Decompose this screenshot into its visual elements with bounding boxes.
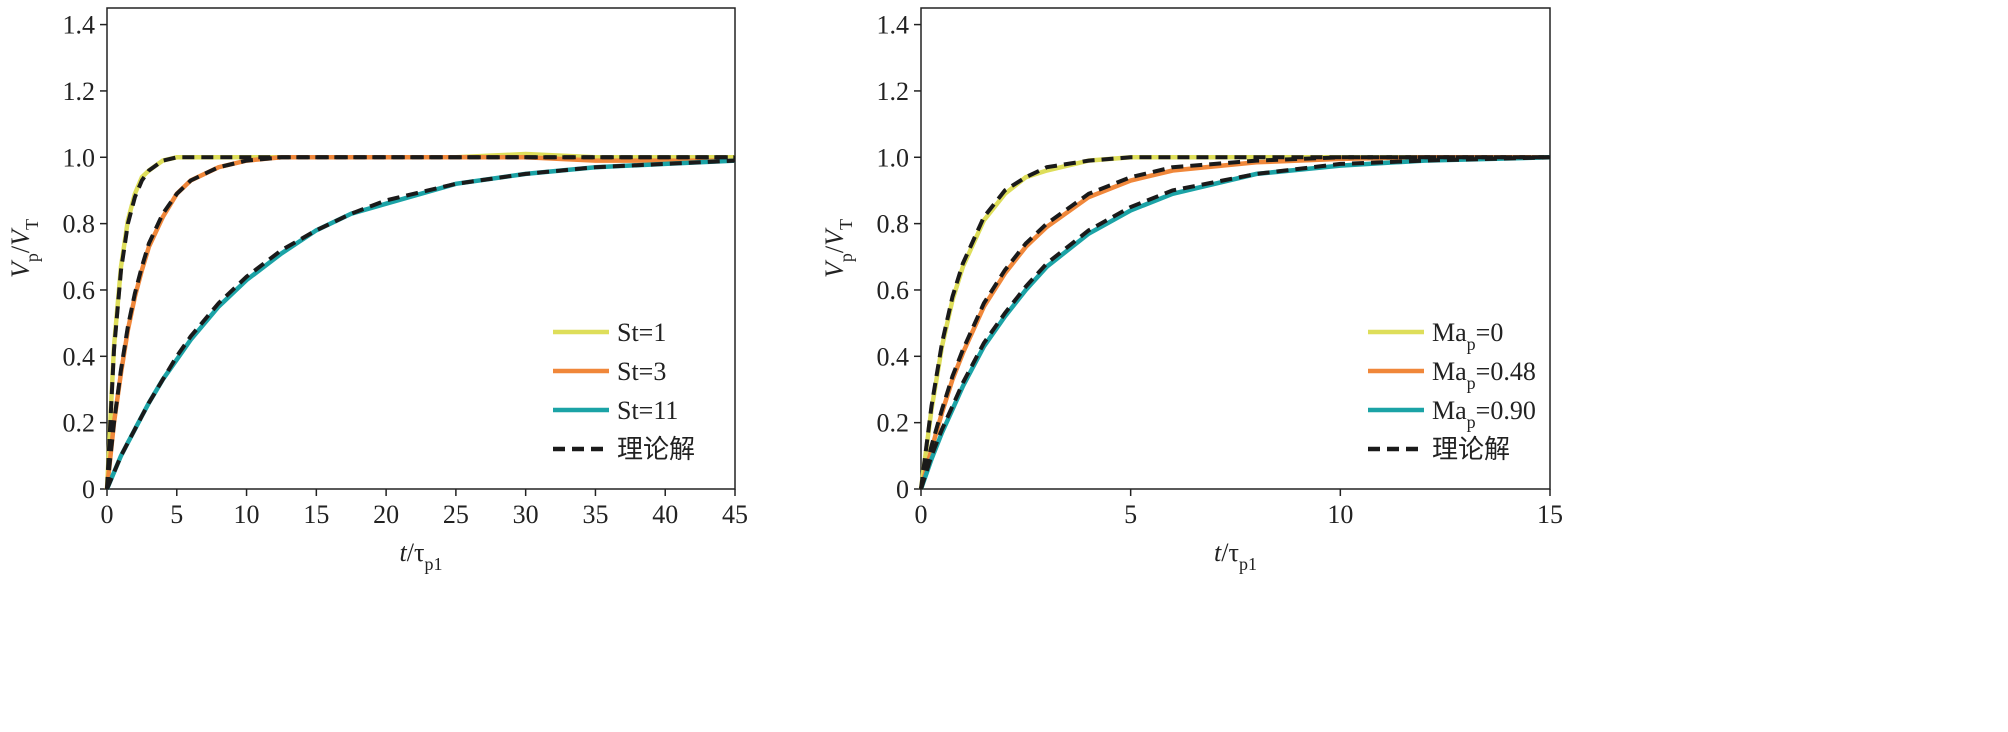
- label-part: /: [407, 538, 415, 567]
- label-part: p: [1467, 373, 1476, 393]
- label-part: V: [820, 227, 849, 246]
- label-part: p1: [1239, 554, 1257, 574]
- y-tick-label: 0.2: [877, 409, 910, 438]
- label-part: p1: [424, 554, 442, 574]
- y-tick-label: 1.0: [877, 143, 910, 172]
- label-part: /: [6, 245, 35, 253]
- label-part: Ma: [1432, 396, 1467, 425]
- reference-line: [919, 155, 1551, 490]
- x-tick-label: 40: [652, 500, 678, 529]
- x-tick-label: 25: [443, 500, 469, 529]
- label-part: p: [836, 253, 856, 262]
- y-tick-label: 1.4: [63, 11, 96, 40]
- label-part: Ma: [1432, 318, 1467, 347]
- label-part: V: [6, 259, 35, 278]
- reference-line: [919, 155, 1550, 490]
- label-part: =0.90: [1476, 396, 1536, 425]
- legend-label: St=11: [617, 396, 678, 425]
- legend-label: 理论解: [617, 435, 695, 464]
- x-tick-label: 20: [373, 500, 399, 529]
- label-part: τ: [414, 538, 424, 567]
- label-part: /: [1221, 538, 1229, 567]
- label-part: t: [1214, 538, 1222, 567]
- label-part: T: [836, 219, 856, 230]
- y-tick-label: 0.4: [63, 342, 96, 371]
- x-tick-label: 5: [1124, 500, 1137, 529]
- x-axis-label: t/τp1: [1214, 538, 1257, 574]
- label-part: V: [820, 259, 849, 278]
- x-tick-label: 35: [582, 500, 608, 529]
- x-tick-label: 10: [234, 500, 260, 529]
- legend-label: Map=0.48: [1432, 357, 1536, 393]
- label-part: p: [1467, 412, 1476, 432]
- label-part: =0: [1476, 318, 1504, 347]
- x-tick-label: 30: [513, 500, 539, 529]
- x-tick-label: 15: [1537, 500, 1563, 529]
- legend-label: Map=0.90: [1432, 396, 1536, 432]
- x-tick-label: 45: [722, 500, 748, 529]
- legend-label: 理论解: [1432, 435, 1510, 464]
- reference-line: [105, 158, 736, 490]
- x-tick-label: 5: [170, 500, 183, 529]
- plot-frame: [106, 7, 736, 490]
- x-tick-label: 15: [303, 500, 329, 529]
- y-tick-label: 0.6: [63, 276, 96, 305]
- y-axis-label: Vp/VT: [820, 219, 856, 278]
- reference-line: [105, 155, 735, 490]
- y-tick-label: 0.4: [877, 342, 910, 371]
- x-axis-label: t/τp1: [400, 538, 443, 574]
- x-tick-label: 0: [101, 500, 114, 529]
- label-part: T: [22, 219, 42, 230]
- legend-label: Map=0: [1432, 318, 1503, 354]
- y-tick-label: 1.2: [63, 77, 96, 106]
- y-tick-label: 0: [82, 475, 95, 504]
- label-part: p: [22, 253, 42, 262]
- label-part: p: [1467, 334, 1476, 354]
- y-tick-label: 0.8: [877, 210, 910, 239]
- y-tick-label: 0.6: [877, 276, 910, 305]
- y-tick-label: 1.4: [877, 11, 910, 40]
- reference-line: [919, 155, 1550, 490]
- legend-label: St=3: [617, 357, 666, 386]
- reference-line: [105, 155, 735, 490]
- y-tick-label: 0.2: [63, 409, 96, 438]
- x-tick-label: 0: [915, 500, 928, 529]
- label-part: τ: [1229, 538, 1239, 567]
- label-part: t: [400, 538, 408, 567]
- plot-frame: [920, 7, 1551, 490]
- label-part: V: [6, 227, 35, 246]
- legend-label: St=1: [617, 318, 666, 347]
- y-axis-label: Vp/VT: [6, 219, 42, 278]
- y-tick-label: 0: [896, 475, 909, 504]
- y-tick-label: 1.0: [63, 143, 96, 172]
- label-part: /: [820, 245, 849, 253]
- y-tick-label: 0.8: [63, 210, 96, 239]
- y-tick-label: 1.2: [877, 77, 910, 106]
- label-part: =0.48: [1476, 357, 1536, 386]
- label-part: Ma: [1432, 357, 1467, 386]
- x-tick-label: 10: [1327, 500, 1353, 529]
